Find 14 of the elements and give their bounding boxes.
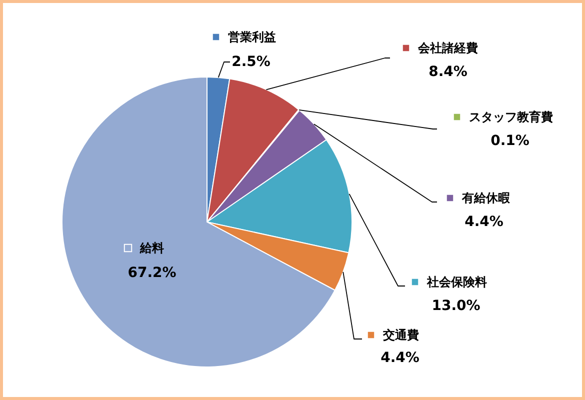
legend-label: 給料 <box>139 241 164 255</box>
data-label: 8.4% <box>428 64 468 80</box>
legend-label: 交通費 <box>382 328 419 342</box>
data-label: 0.1% <box>490 133 530 149</box>
legend-label: 営業利益 <box>228 30 276 44</box>
data-label: 4.4% <box>464 214 504 230</box>
data-label: 4.4% <box>380 350 420 366</box>
legend-label: スタッフ教育費 <box>469 110 553 124</box>
data-label: 67.2% <box>128 265 176 281</box>
data-label: 13.0% <box>432 298 480 314</box>
legend-label: 会社諸経費 <box>417 41 478 55</box>
legend-label: 有給休暇 <box>461 191 511 205</box>
legend-label: 社会保険料 <box>426 275 487 289</box>
data-label: 2.5% <box>232 54 270 70</box>
